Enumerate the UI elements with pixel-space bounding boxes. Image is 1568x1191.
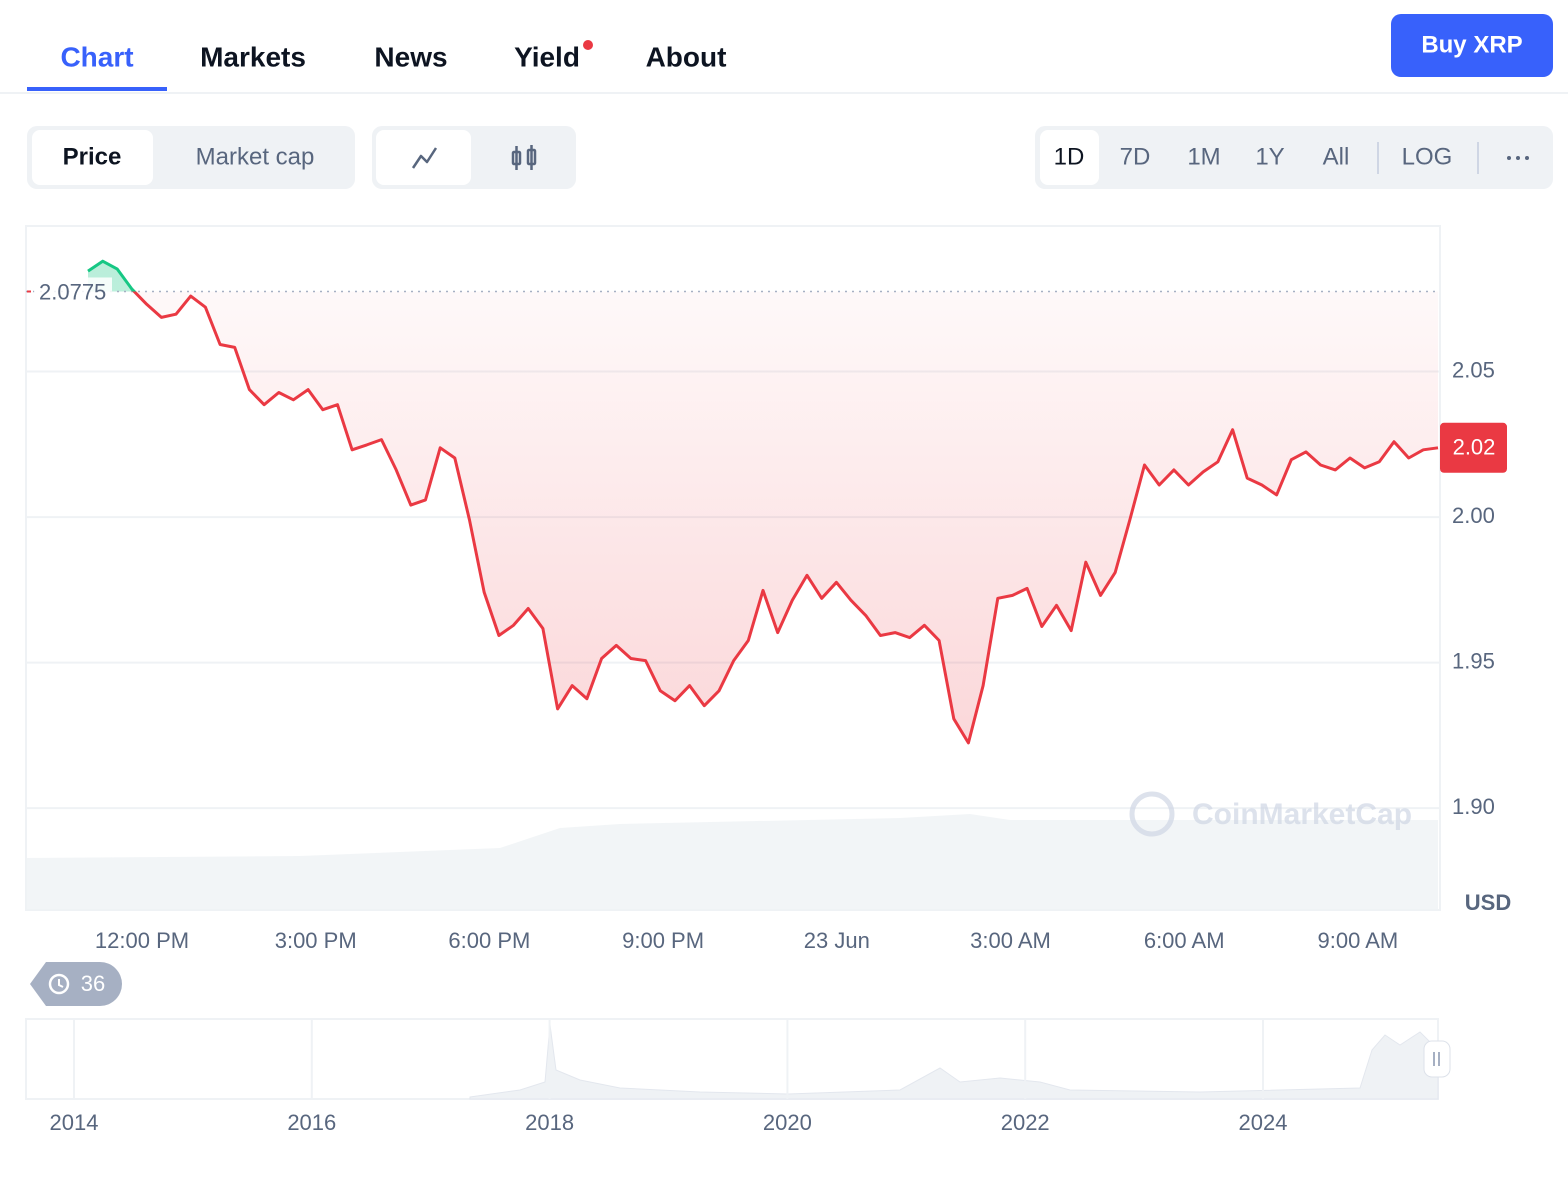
x-tick-label: 3:00 PM [275, 928, 357, 953]
watermark: CoinMarketCap [1192, 798, 1412, 831]
toggle-option[interactable]: Market cap [196, 143, 315, 170]
buy-button-label[interactable]: Buy XRP [1421, 31, 1522, 58]
history-icon-hands [58, 979, 64, 988]
overview-label: 2014 [50, 1110, 99, 1135]
range-group [1035, 126, 1553, 189]
tab[interactable]: News [374, 41, 447, 72]
tab[interactable]: Markets [200, 41, 306, 72]
overview-area [469, 1024, 1439, 1100]
overview-label: 2016 [287, 1110, 336, 1135]
overview-label: 2020 [763, 1110, 812, 1135]
notification-dot [583, 40, 593, 50]
x-tick-label: 3:00 AM [970, 928, 1051, 953]
range-option[interactable]: 1D [1054, 143, 1085, 170]
overview-frame [25, 1018, 1439, 1100]
volume-area [26, 814, 1438, 910]
tab-underline [27, 87, 167, 91]
reference-label-bg [34, 277, 112, 306]
x-tick-label: 9:00 PM [622, 928, 704, 953]
overview-label: 2022 [1001, 1110, 1050, 1135]
watermark-logo [1129, 791, 1175, 837]
line-icon[interactable] [411, 147, 438, 169]
candle-icon[interactable] [511, 145, 537, 170]
range-option[interactable]: LOG [1402, 143, 1453, 170]
x-tick-label: 23 Jun [804, 928, 870, 953]
range-active [1040, 130, 1099, 185]
overview-label: 2018 [525, 1110, 574, 1135]
range-option[interactable]: All [1323, 143, 1350, 170]
x-tick-label: 9:00 AM [1318, 928, 1399, 953]
tab[interactable]: Chart [60, 41, 133, 72]
x-tick-label: 6:00 PM [448, 928, 530, 953]
range-option[interactable]: 1M [1187, 143, 1220, 170]
range-option[interactable]: 1Y [1255, 143, 1284, 170]
x-tick-label: 12:00 PM [95, 928, 189, 953]
x-tick-label: 6:00 AM [1144, 928, 1225, 953]
y-tick-label: 2.05 [1452, 357, 1495, 382]
history-count[interactable]: 36 [81, 971, 105, 996]
area-down [134, 291, 1438, 743]
tab[interactable]: About [646, 41, 727, 72]
y-tick-label: 2.00 [1452, 503, 1495, 528]
price-label-bg [1440, 422, 1507, 473]
y-tick-label: 1.90 [1452, 794, 1495, 819]
toggle-option[interactable]: Price [63, 143, 122, 170]
price-label: 2.02 [1453, 435, 1496, 460]
reference-label: 2.0775 [39, 279, 106, 304]
range-option[interactable]: 7D [1120, 143, 1151, 170]
history-badge[interactable] [30, 962, 122, 1006]
overview-handle[interactable] [1423, 1040, 1451, 1078]
overview-label: 2024 [1239, 1110, 1288, 1135]
y-tick-label: 1.95 [1452, 648, 1495, 673]
tab[interactable]: Yield [514, 41, 580, 72]
unit-label: USD [1465, 890, 1511, 915]
more-icon[interactable] [1507, 156, 1529, 160]
buy-button[interactable] [1391, 14, 1553, 77]
price-line [132, 291, 1439, 745]
history-icon [48, 973, 70, 995]
toggle-active [32, 130, 153, 185]
